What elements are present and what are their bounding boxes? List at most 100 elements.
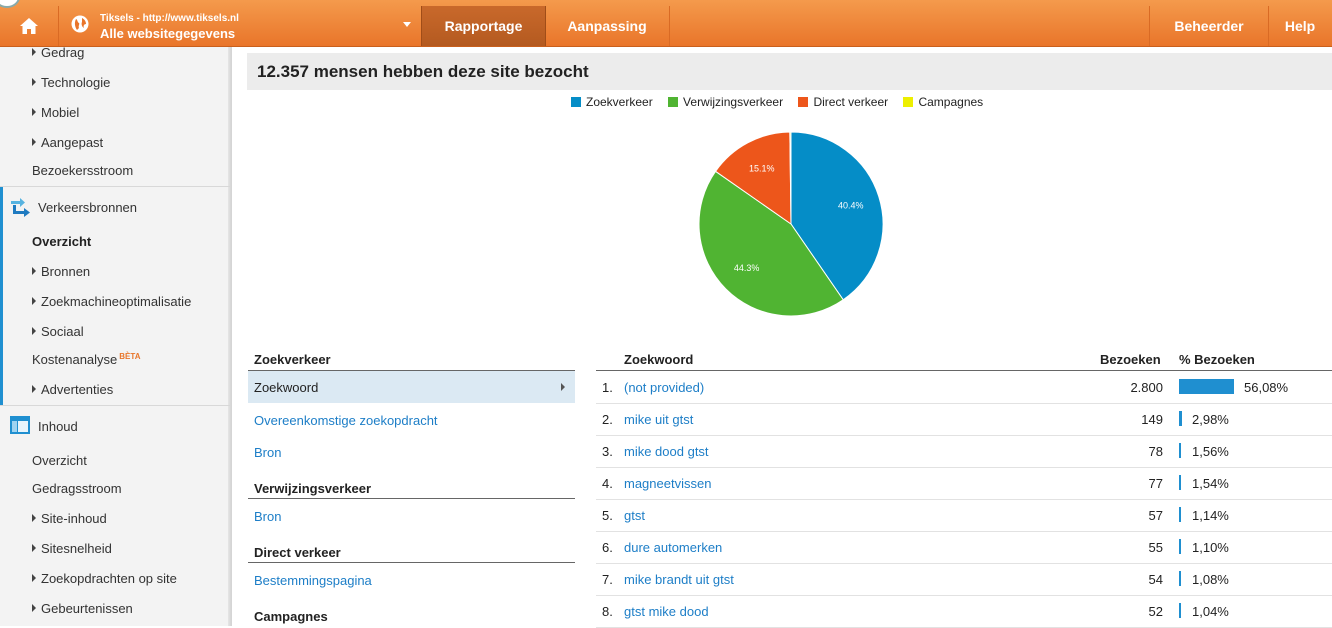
percent-value: 56,08% bbox=[1244, 380, 1289, 395]
expand-arrow-icon bbox=[32, 514, 36, 522]
row-index: 1. bbox=[602, 380, 613, 395]
keyword-link[interactable]: gtst bbox=[624, 508, 645, 523]
home-button[interactable] bbox=[0, 6, 59, 46]
beta-badge: BÈTA bbox=[119, 352, 141, 361]
tab-reporting[interactable]: Rapportage bbox=[421, 6, 546, 46]
visits-value: 57 bbox=[1148, 508, 1163, 523]
tab-admin[interactable]: Beheerder bbox=[1149, 6, 1269, 46]
tab-customization[interactable]: Aanpassing bbox=[545, 6, 670, 46]
keyword-link[interactable]: mike brandt uit gtst bbox=[624, 572, 734, 587]
visits-value: 149 bbox=[1141, 412, 1163, 427]
sidebar-item-behavior[interactable]: Gedrag bbox=[32, 47, 84, 60]
legend-swatch-campaigns bbox=[903, 97, 914, 107]
sidebar-item-content-overview[interactable]: Overzicht bbox=[32, 453, 87, 468]
tab-help[interactable]: Help bbox=[1284, 18, 1316, 34]
traffic-sources-icon bbox=[11, 198, 30, 217]
pie-slice-label: 44.3% bbox=[734, 263, 760, 273]
chevron-right-icon bbox=[561, 383, 565, 391]
expand-arrow-icon bbox=[32, 138, 36, 146]
expand-arrow-icon bbox=[32, 544, 36, 552]
sidebar-item-technology[interactable]: Technologie bbox=[32, 75, 110, 90]
percent-bar bbox=[1179, 475, 1181, 490]
sidebar-item-site-search[interactable]: Zoekopdrachten op site bbox=[32, 571, 177, 586]
column-header-visits[interactable]: Bezoeken bbox=[1100, 352, 1161, 367]
visits-value: 52 bbox=[1148, 604, 1163, 619]
section-divider bbox=[248, 562, 575, 563]
table-row: 8. gtst mike dood 52 1,04% bbox=[596, 595, 1332, 628]
content-icon bbox=[10, 416, 30, 434]
dimension-search-source-link[interactable]: Bron bbox=[254, 445, 282, 460]
column-header-keyword[interactable]: Zoekwoord bbox=[624, 352, 694, 367]
keyword-link[interactable]: gtst mike dood bbox=[624, 604, 709, 619]
sidebar-item-visitors-flow[interactable]: Bezoekersstroom bbox=[32, 163, 134, 178]
legend-swatch-search bbox=[571, 97, 581, 107]
active-section-indicator bbox=[0, 187, 3, 405]
sidebar-item-advertising[interactable]: Advertenties bbox=[32, 382, 113, 397]
legend-item: Direct verkeer bbox=[798, 95, 888, 109]
sidebar-item-sources[interactable]: Bronnen bbox=[32, 264, 90, 279]
sidebar-item-behavior-flow[interactable]: Gedragsstroom bbox=[32, 481, 122, 496]
sidebar-item-cost-analysis[interactable]: Kostenanalyse BÈTA bbox=[32, 352, 141, 367]
percent-bar bbox=[1179, 571, 1181, 586]
legend-swatch-referral bbox=[668, 97, 679, 107]
table-row: 3. mike dood gtst 78 1,56% bbox=[596, 435, 1332, 468]
table-header-divider bbox=[596, 370, 1332, 371]
percent-value: 1,08% bbox=[1192, 572, 1229, 587]
section-header-referral: Verwijzingsverkeer bbox=[254, 481, 372, 496]
keyword-link[interactable]: mike dood gtst bbox=[624, 444, 709, 459]
percent-bar bbox=[1179, 507, 1181, 522]
account-url: Tiksels - http://www.tiksels.nl bbox=[100, 13, 239, 24]
visits-value: 54 bbox=[1148, 572, 1163, 587]
sidebar-item-mobile[interactable]: Mobiel bbox=[32, 105, 79, 120]
expand-arrow-icon bbox=[32, 574, 36, 582]
table-row: 6. dure automerken 55 1,10% bbox=[596, 531, 1332, 564]
sidebar-item-social[interactable]: Sociaal bbox=[32, 324, 84, 339]
dimension-referral-source-link[interactable]: Bron bbox=[254, 509, 282, 524]
pie-slice-1[interactable] bbox=[790, 131, 884, 301]
visits-value: 78 bbox=[1148, 444, 1163, 459]
pie-slice-2[interactable] bbox=[698, 170, 844, 317]
percent-bar bbox=[1179, 379, 1234, 394]
chart-legend: Zoekverkeer Verwijzingsverkeer Direct ve… bbox=[571, 95, 995, 109]
percent-bar bbox=[1179, 603, 1181, 618]
percent-value: 1,10% bbox=[1192, 540, 1229, 555]
dimension-matched-query-link[interactable]: Overeenkomstige zoekopdracht bbox=[254, 413, 438, 428]
sidebar-item-site-content[interactable]: Site-inhoud bbox=[32, 511, 107, 526]
pie-slice-label: 40.4% bbox=[838, 200, 864, 210]
row-index: 2. bbox=[602, 412, 613, 427]
keyword-link[interactable]: mike uit gtst bbox=[624, 412, 694, 427]
dimension-keyword-selected[interactable]: Zoekwoord bbox=[248, 371, 575, 403]
sidebar-item-site-speed[interactable]: Sitesnelheid bbox=[32, 541, 112, 556]
sidebar-separator bbox=[0, 186, 231, 187]
percent-bar bbox=[1179, 411, 1182, 426]
sidebar-item-custom[interactable]: Aangepast bbox=[32, 135, 103, 150]
keyword-link[interactable]: magneetvissen bbox=[624, 476, 712, 491]
globe-icon bbox=[71, 15, 89, 33]
percent-value: 1,54% bbox=[1192, 476, 1229, 491]
expand-arrow-icon bbox=[32, 604, 36, 612]
account-selector[interactable]: Tiksels - http://www.tiksels.nl Alle web… bbox=[59, 6, 422, 46]
keyword-link[interactable]: (not provided) bbox=[624, 380, 705, 395]
column-header-percent-visits[interactable]: % Bezoeken bbox=[1179, 352, 1255, 367]
traffic-pie-chart: 40.4% 44.3% 15.1% bbox=[698, 131, 884, 317]
dimension-landing-page-link[interactable]: Bestemmingspagina bbox=[254, 573, 372, 588]
sidebar-separator bbox=[0, 405, 231, 406]
legend-item: Verwijzingsverkeer bbox=[668, 95, 783, 109]
section-header-direct: Direct verkeer bbox=[254, 545, 341, 560]
table-row: 4. magneetvissen 77 1,54% bbox=[596, 467, 1332, 500]
keyword-link[interactable]: dure automerken bbox=[624, 540, 723, 555]
home-icon bbox=[20, 18, 38, 34]
legend-swatch-direct bbox=[798, 97, 809, 107]
pie-slice-3[interactable] bbox=[714, 131, 792, 225]
row-index: 8. bbox=[602, 604, 613, 619]
page-title: 12.357 mensen hebben deze site bezocht bbox=[257, 62, 589, 81]
pie-slice-4[interactable] bbox=[789, 131, 792, 225]
sidebar-section-traffic-sources[interactable]: Verkeersbronnen bbox=[38, 200, 138, 215]
section-divider bbox=[248, 370, 575, 371]
sidebar-item-seo[interactable]: Zoekmachineoptimalisatie bbox=[32, 294, 191, 309]
sidebar-item-events[interactable]: Gebeurtenissen bbox=[32, 601, 133, 616]
expand-arrow-icon bbox=[32, 385, 36, 393]
expand-arrow-icon bbox=[32, 327, 36, 335]
sidebar-section-content[interactable]: Inhoud bbox=[38, 419, 78, 434]
sidebar-item-overview[interactable]: Overzicht bbox=[32, 234, 92, 249]
